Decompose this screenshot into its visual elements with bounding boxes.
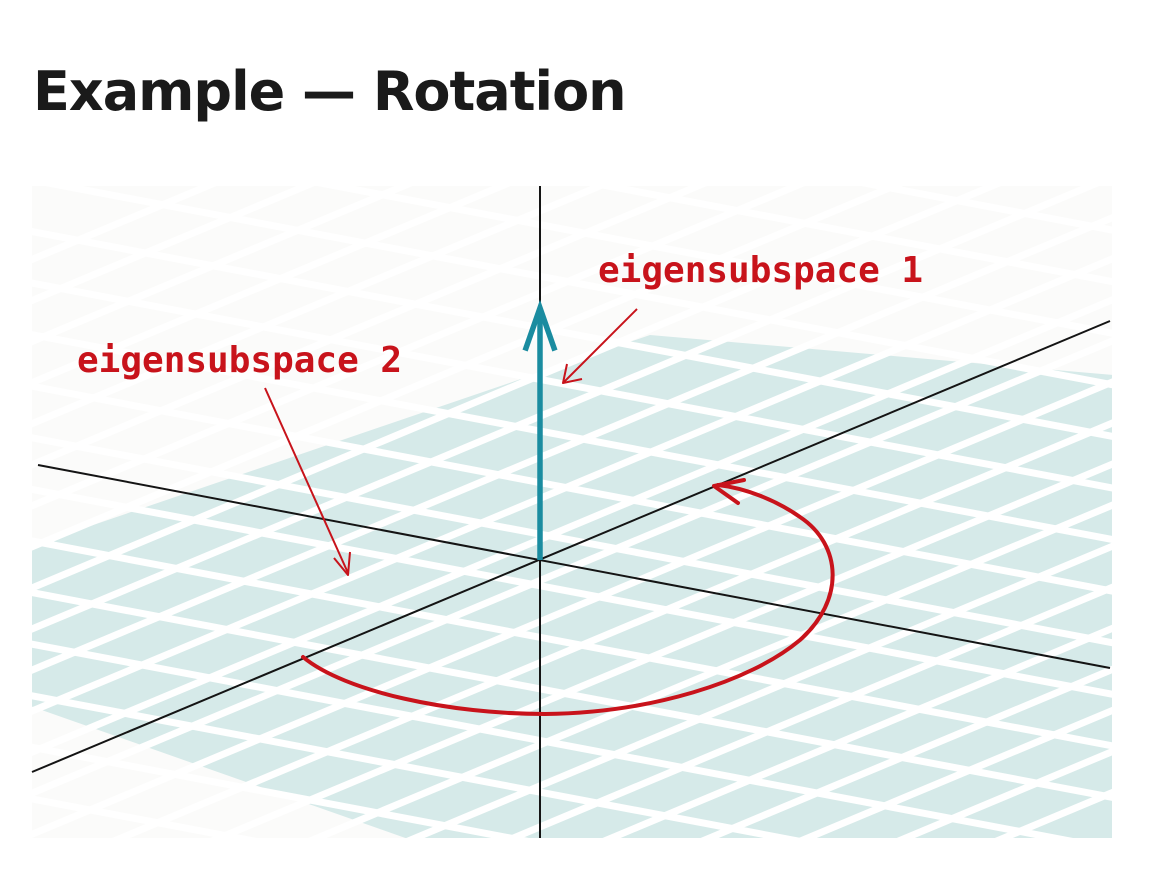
pointer-line-1 (563, 308, 638, 383)
eigensubspace-2-label: eigensubspace 2 (77, 340, 402, 381)
slide-title: Example — Rotation (33, 60, 627, 123)
eigensubspace-2-pointer (264, 387, 351, 576)
pointer-line-2 (264, 387, 349, 574)
rotation-arc (301, 478, 835, 717)
eigensubspace-1-label: eigensubspace 1 (598, 250, 923, 291)
axis-left-right (37, 464, 1111, 669)
axis-front-back (31, 320, 1111, 773)
pointer-arrowhead-1 (562, 363, 583, 384)
eigenvector-arrowhead (522, 299, 558, 352)
pointer-arrowhead-2 (333, 551, 351, 576)
eigensubspace-1-pointer (562, 308, 638, 384)
eigenvector-arrow (522, 299, 558, 560)
eigensubspace-2-plane (32, 335, 1112, 838)
rotation-arc-path (301, 483, 835, 717)
rotation-arc-arrowhead (712, 478, 746, 505)
